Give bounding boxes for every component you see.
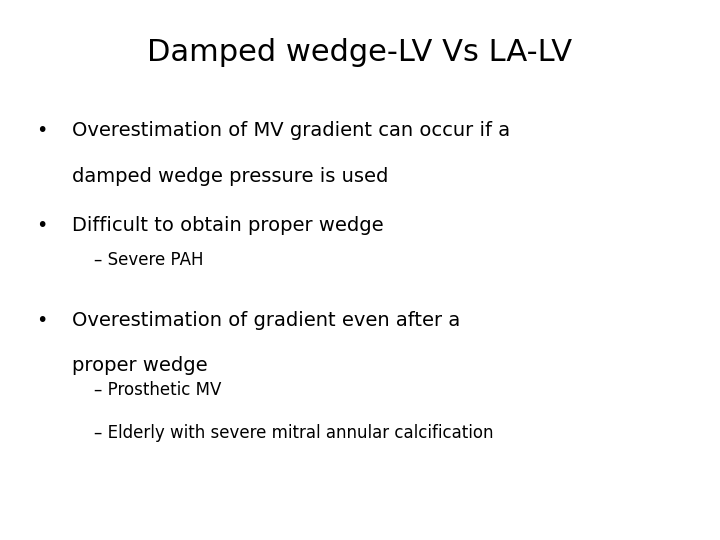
Text: Damped wedge-LV Vs LA-LV: Damped wedge-LV Vs LA-LV [148,38,572,67]
Text: •: • [36,310,48,329]
Text: •: • [36,122,48,140]
Text: proper wedge: proper wedge [72,356,207,375]
Text: – Elderly with severe mitral annular calcification: – Elderly with severe mitral annular cal… [94,424,493,442]
Text: Overestimation of MV gradient can occur if a: Overestimation of MV gradient can occur … [72,122,510,140]
Text: – Severe PAH: – Severe PAH [94,251,203,269]
Text: – Prosthetic MV: – Prosthetic MV [94,381,221,399]
Text: Difficult to obtain proper wedge: Difficult to obtain proper wedge [72,216,384,235]
Text: damped wedge pressure is used: damped wedge pressure is used [72,167,388,186]
Text: •: • [36,216,48,235]
Text: Overestimation of gradient even after a: Overestimation of gradient even after a [72,310,460,329]
